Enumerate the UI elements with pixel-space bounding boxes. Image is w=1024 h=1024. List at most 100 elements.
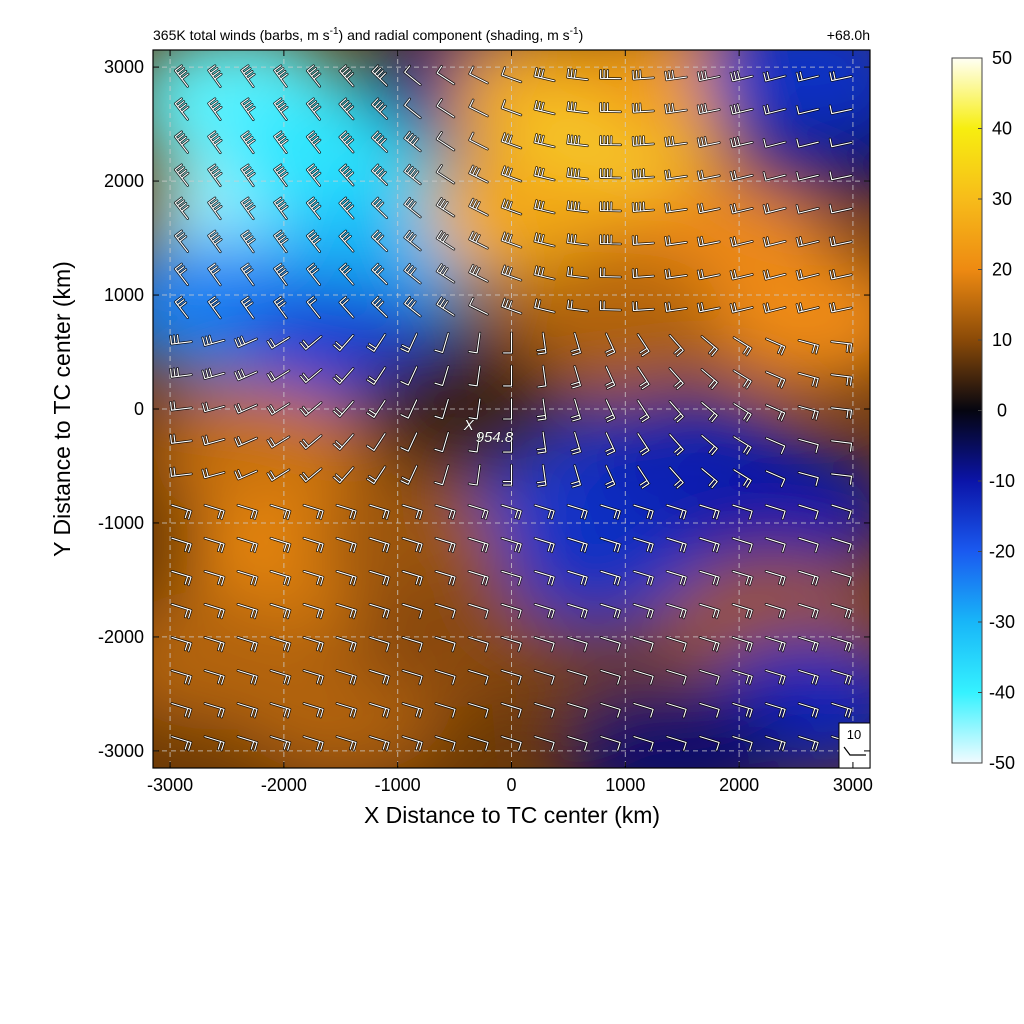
colorbar-tick-label: 0 <box>997 401 1007 421</box>
wind-barb-highlight <box>306 197 321 220</box>
wind-barb-highlight <box>339 197 354 219</box>
wind-barb-highlight <box>829 236 852 247</box>
wind-barb-highlight <box>534 570 555 586</box>
wind-barb-highlight <box>605 366 616 389</box>
wind-barb-highlight <box>404 98 421 119</box>
storm-center-pressure: 954.8 <box>476 429 514 446</box>
wind-barb-highlight <box>664 302 687 312</box>
colorbar: 50 40 30 20 10 0 -10 -20 -30 -40 -50 <box>951 48 1015 773</box>
wind-barb-highlight <box>435 736 456 751</box>
wind-barb-highlight <box>336 570 357 586</box>
wind-barb-highlight <box>831 407 853 419</box>
wind-barb-highlight <box>765 702 786 718</box>
wind-barb-highlight <box>404 65 421 86</box>
wind-barb-highlight <box>369 537 390 553</box>
wind-barb-highlight <box>701 402 718 423</box>
wind-barb-highlight <box>333 400 354 418</box>
wind-barb-highlight <box>469 165 488 183</box>
wind-barb-highlight <box>637 433 650 456</box>
wind-barb-highlight <box>435 702 456 718</box>
wind-barb-highlight <box>763 71 786 82</box>
wind-barb-highlight <box>369 702 390 718</box>
wind-barb-highlight <box>270 702 291 718</box>
colorbar-gradient <box>951 57 983 764</box>
wind-barb-highlight <box>600 603 621 619</box>
wind-barb-highlight <box>632 235 655 245</box>
wind-barb-highlight <box>469 264 488 282</box>
wind-barb-highlight <box>765 470 786 487</box>
wind-barb-highlight <box>699 669 720 685</box>
wind-barb-highlight <box>468 603 489 619</box>
x-tick-label: -3000 <box>147 775 193 795</box>
wind-barb-highlight <box>434 464 449 486</box>
wind-barb-highlight <box>208 263 221 286</box>
wind-barb-highlight <box>571 332 581 356</box>
wind-barb-highlight <box>300 435 322 450</box>
wind-barb-highlight <box>241 296 254 319</box>
wind-barb-highlight <box>567 267 588 279</box>
wind-barb-highlight <box>534 100 555 115</box>
wind-barb-highlight <box>666 504 687 520</box>
wind-barb-highlight <box>699 504 720 520</box>
wind-barb-highlight <box>765 603 786 619</box>
wind-barb-highlight <box>174 131 189 154</box>
wind-barb-highlight <box>204 504 225 520</box>
wind-barb-highlight <box>567 504 588 520</box>
wind-barb-highlight <box>270 636 291 652</box>
wind-barb-highlight <box>600 669 621 685</box>
wind-barb-highlight <box>170 367 192 378</box>
wind-barb-highlight <box>765 736 786 751</box>
wind-barb-highlight <box>339 131 354 153</box>
wind-barb-highlight <box>501 66 522 83</box>
wind-barb-highlight <box>170 334 192 345</box>
wind-barb-highlight <box>567 736 588 751</box>
wind-barb-highlight <box>270 603 291 619</box>
wind-barb-highlight <box>174 296 189 319</box>
wind-barb-highlight <box>831 702 852 718</box>
wind-barb-highlight <box>798 471 819 486</box>
wind-barb-highlight <box>763 237 786 247</box>
x-tick-label: 0 <box>506 775 516 795</box>
wind-barb-highlight <box>366 400 386 418</box>
wind-barb-highlight <box>267 469 290 481</box>
wind-barbs <box>169 64 853 752</box>
wind-barb-highlight <box>273 197 288 220</box>
wind-barb-highlight <box>303 603 324 619</box>
wind-barb-highlight <box>336 736 357 751</box>
wind-barb-highlight <box>273 131 288 154</box>
wind-barb-highlight <box>502 332 513 354</box>
wind-barb-highlight <box>241 230 255 253</box>
wind-barb-highlight <box>730 170 753 181</box>
y-tick-label: -1000 <box>98 513 144 533</box>
wind-barb-highlight <box>534 636 555 652</box>
wind-barb-highlight <box>468 431 481 453</box>
wind-barb-highlight <box>436 231 455 250</box>
wind-barb-highlight <box>733 337 752 356</box>
wind-barb-highlight <box>202 402 225 413</box>
wind-barb-highlight <box>208 164 222 187</box>
wind-barb-highlight <box>666 537 687 553</box>
wind-barb-highlight <box>366 466 386 485</box>
wind-barb-highlight <box>567 636 588 652</box>
wind-barb-highlight <box>534 166 555 181</box>
wind-barb-highlight <box>237 636 258 652</box>
wind-barb-highlight <box>402 537 423 553</box>
wind-barb-highlight <box>270 736 291 751</box>
wind-barb-highlight <box>501 669 522 685</box>
wind-barb-highlight <box>174 65 189 87</box>
wind-barb-highlight <box>436 98 455 118</box>
wind-barb-highlight <box>632 103 655 113</box>
wind-barb-highlight <box>501 603 522 619</box>
wind-barb-highlight <box>204 669 225 685</box>
wind-barb-highlight <box>664 269 687 279</box>
wind-barb-highlight <box>796 138 819 148</box>
wind-barb-highlight <box>599 135 622 146</box>
wind-barb-highlight <box>501 100 522 116</box>
wind-barb-highlight <box>273 164 288 187</box>
wind-barb-highlight <box>730 103 753 115</box>
wind-barb-highlight <box>633 669 654 685</box>
wind-barb-highlight <box>763 104 786 115</box>
wind-barb-highlight <box>571 398 581 422</box>
wind-barb-highlight <box>666 636 687 652</box>
colorbar-tick-label: -30 <box>989 612 1015 632</box>
